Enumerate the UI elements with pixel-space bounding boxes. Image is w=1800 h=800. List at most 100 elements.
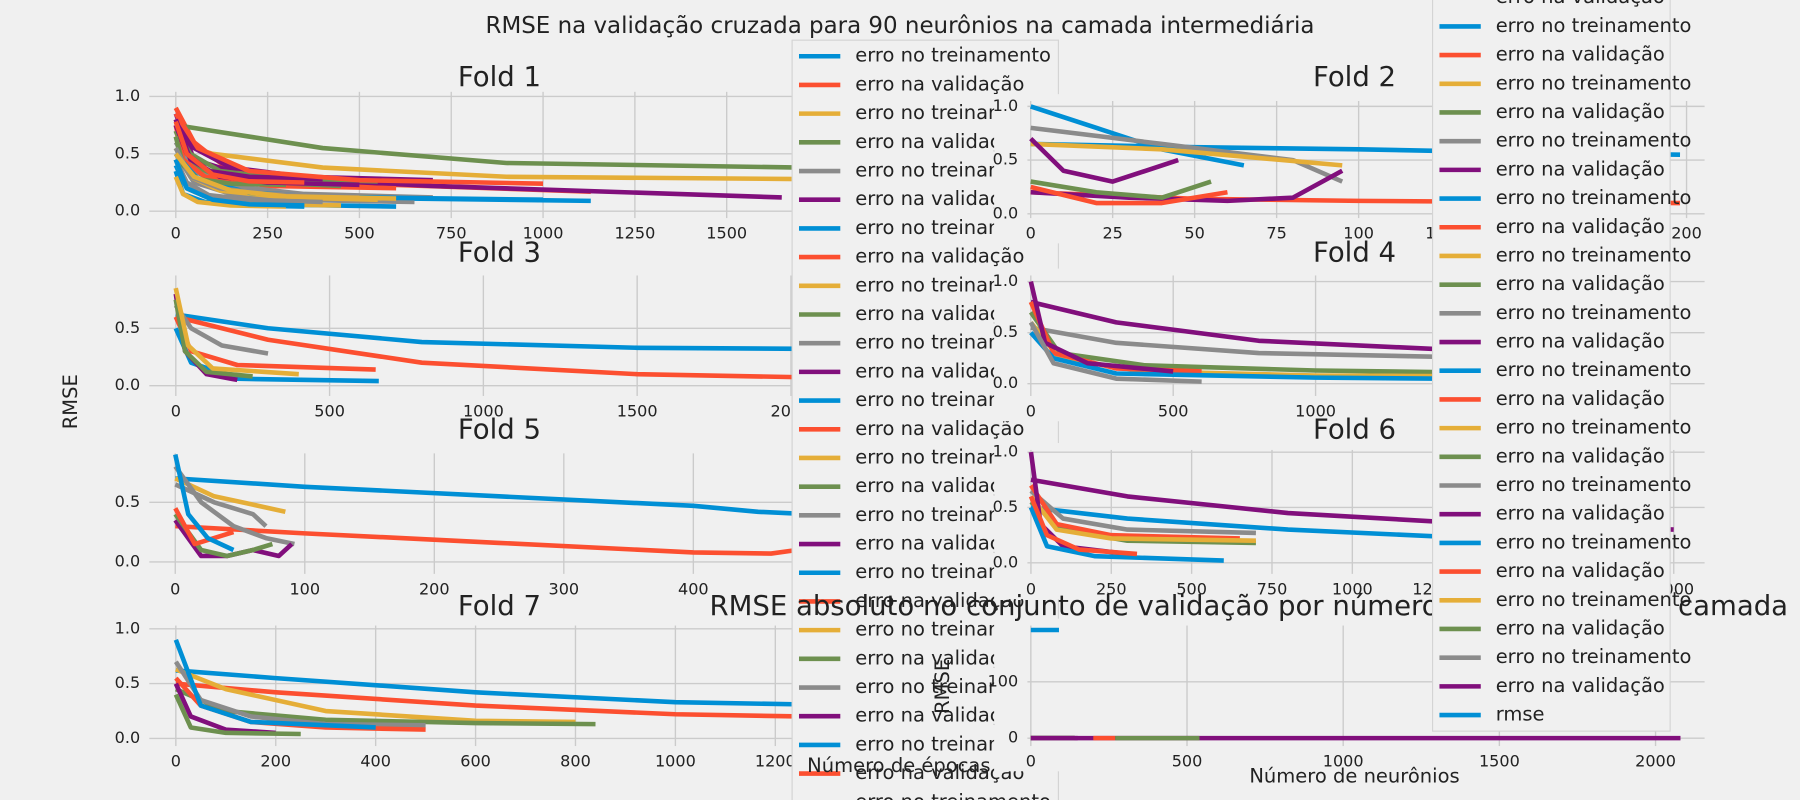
x-tick-label: 400 — [678, 579, 709, 598]
legend-label: erro no treinamento — [855, 790, 1051, 800]
y-tick-label: 1.0 — [115, 618, 141, 637]
x-tick-label: 100 — [1343, 224, 1374, 243]
y-tick-label: 1.0 — [993, 271, 1019, 290]
legend-label: erro no treinamento — [1496, 129, 1692, 152]
x-tick-label: 750 — [436, 224, 467, 243]
plot-area — [173, 106, 801, 209]
x-tick-label: 0 — [171, 224, 181, 243]
series-line — [173, 120, 305, 185]
y-tick-label: 0.0 — [993, 203, 1019, 222]
legend-label: erro na validação — [855, 130, 1024, 153]
legend-label: erro na validação — [1496, 215, 1665, 238]
x-tick-label: 400 — [360, 752, 391, 771]
series-line — [175, 668, 801, 707]
legend-label: erro na validação — [855, 474, 1024, 497]
y-tick-label: 0.0 — [993, 552, 1019, 571]
legend-label: erro na validação — [1496, 387, 1665, 410]
plot-area — [173, 454, 811, 559]
legend-label: erro na validação — [1496, 0, 1665, 8]
y-tick-label: 0.0 — [115, 375, 141, 394]
legend-label: erro na validação — [855, 589, 1024, 612]
series-line — [1030, 184, 1228, 206]
series-line — [173, 152, 397, 201]
series-line — [175, 314, 822, 380]
legend-label: erro na validação — [855, 704, 1024, 727]
x-tick-label: 50 — [1184, 224, 1204, 243]
y-tick-label: 0.5 — [115, 492, 141, 511]
legend-label: erro no treinamento — [1496, 645, 1692, 668]
legend-label: erro no treinamento — [1496, 14, 1692, 37]
legend-label: erro no treinamento — [1496, 416, 1692, 439]
x-tick-label: 800 — [560, 752, 591, 771]
series-line — [175, 476, 811, 517]
legend-label: erro na validação — [855, 417, 1024, 440]
subplot-title: Fold 1 — [458, 61, 541, 93]
legend-label: erro na validação — [1496, 444, 1665, 467]
series-line — [1028, 506, 1224, 563]
y-tick-label: 0.0 — [115, 201, 141, 220]
x-tick-label: 75 — [1266, 224, 1286, 243]
x-tick-label: 0 — [1026, 224, 1036, 243]
legend-label: erro no treinamento — [1496, 243, 1692, 266]
top-layer: erro na validação erro no treinamento erro… — [1431, 0, 1692, 732]
legend-label: erro no treinamento — [1496, 358, 1692, 381]
series-line — [1030, 168, 1344, 204]
legend-label: erro na validação — [855, 646, 1024, 669]
subplot-title: Fold 5 — [458, 413, 541, 445]
y-tick-label: 0.0 — [115, 551, 141, 570]
legend-label: erro na validação — [855, 532, 1024, 555]
legend-label: erro no treinamento — [1496, 71, 1692, 94]
x-tick-label: 200 — [419, 579, 450, 598]
series-line — [173, 112, 544, 186]
x-tick-label: 250 — [1096, 579, 1127, 598]
x-tick-label: 0 — [170, 579, 180, 598]
legend-label: erro na validação — [1496, 616, 1665, 639]
series-line — [1029, 137, 1179, 184]
legend-label: erro na validação — [855, 302, 1024, 325]
x-tick-label: 500 — [1158, 402, 1189, 421]
x-tick-label: 1000 — [523, 224, 564, 243]
y-tick-label: 0.5 — [993, 322, 1019, 341]
series-line — [173, 638, 376, 730]
legend-label: erro na validação — [1496, 272, 1665, 295]
legend: erro na validação erro no treinamento erro… — [1431, 0, 1692, 732]
x-tick-label: 1000 — [1295, 402, 1336, 421]
y-tick-label: 0.0 — [115, 728, 141, 747]
x-tick-label: 1500 — [706, 224, 747, 243]
series-line — [1030, 141, 1343, 168]
legend-label: erro na validação — [1496, 43, 1665, 66]
x-tick-label: 750 — [1257, 579, 1288, 598]
y-tick-label: 0.5 — [115, 143, 141, 162]
series-line — [1030, 179, 1212, 200]
x-tick-label: 1250 — [614, 224, 655, 243]
series-line — [174, 476, 286, 515]
x-tick-label: 0 — [171, 402, 181, 421]
series-line — [173, 287, 299, 377]
x-tick-label: 1000 — [1332, 579, 1373, 598]
y-tick-label: 100 — [988, 671, 1019, 690]
y-tick-label: 0.0 — [993, 373, 1019, 392]
plot-area — [173, 287, 822, 384]
legend-label: erro na validação — [855, 761, 1024, 784]
y-tick-label: 0.5 — [993, 497, 1019, 516]
legend-label: erro na validação — [1496, 330, 1665, 353]
legend-label: erro na validação — [855, 359, 1024, 382]
legend-label: erro no treinamento — [1496, 588, 1692, 611]
x-tick-label: 250 — [252, 224, 283, 243]
legend-label: erro na validação — [1496, 502, 1665, 525]
series-line — [173, 299, 253, 379]
x-tick-label: 1000 — [1323, 752, 1364, 771]
subplot: 0 200 400 600 800 1000 1200 0.0 0.5 1.0 Fold 7 — [115, 590, 856, 771]
subplot-title: Fold 4 — [1313, 237, 1396, 269]
legend-label: erro no treinamento — [855, 44, 1051, 67]
x-tick-label: 300 — [548, 579, 579, 598]
x-tick-label: 0 — [1026, 402, 1036, 421]
legend-label: erro no treinamento — [1496, 473, 1692, 496]
y-tick-label: 1.0 — [993, 96, 1019, 115]
series-line — [1028, 321, 1202, 384]
subplot-title: Fold 2 — [1313, 61, 1396, 93]
subplot-title: Fold 6 — [1313, 413, 1396, 445]
plot-area — [1030, 627, 1681, 741]
